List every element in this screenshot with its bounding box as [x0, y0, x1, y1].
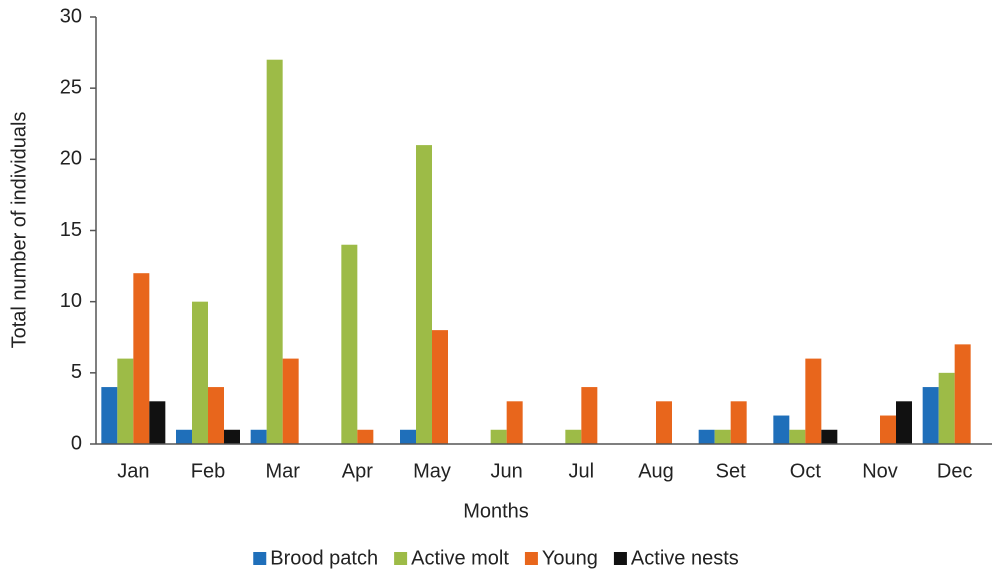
x-tick-label: Dec: [937, 460, 973, 482]
bar: [149, 401, 166, 444]
legend-label: Active nests: [631, 547, 739, 569]
y-tick-label: 0: [71, 432, 82, 454]
y-tick-label: 15: [60, 219, 82, 241]
x-axis-label: Months: [463, 500, 529, 522]
bar: [490, 429, 507, 444]
bar: [896, 401, 912, 444]
bar: [133, 273, 150, 444]
legend-label: Young: [542, 547, 598, 569]
legend-label: Brood patch: [270, 547, 378, 569]
y-tick-label: 30: [60, 5, 82, 27]
bar: [282, 358, 299, 444]
y-tick-label: 25: [60, 76, 82, 98]
bar: [581, 387, 598, 444]
x-tick-label: Aug: [638, 460, 674, 482]
bar: [117, 358, 134, 444]
bar: [506, 401, 523, 444]
bar: [821, 429, 838, 444]
y-tick-label: 5: [71, 361, 82, 383]
bar: [176, 429, 192, 444]
x-tick-label: Set: [716, 460, 746, 482]
x-tick-label: Nov: [862, 460, 898, 482]
x-tick-label: Jan: [117, 460, 149, 482]
bar: [416, 145, 432, 444]
bar: [714, 429, 731, 444]
bar: [656, 401, 672, 444]
bar: [954, 344, 971, 444]
bar: [357, 429, 374, 444]
legend-swatch: [524, 552, 538, 565]
bar: [938, 372, 955, 444]
y-tick-label: 20: [60, 148, 82, 170]
x-tick-label: Jul: [569, 460, 595, 482]
bar: [101, 387, 118, 444]
bar: [922, 387, 939, 444]
legend-label: Active molt: [411, 547, 509, 569]
bar: [208, 387, 224, 444]
bar: [432, 330, 448, 444]
bar: [250, 429, 267, 444]
legend-swatch: [613, 552, 627, 565]
bar: [266, 59, 283, 444]
x-tick-label: Jun: [491, 460, 523, 482]
bar: [789, 429, 806, 444]
x-tick-label: Apr: [342, 460, 373, 482]
bar: [698, 429, 715, 444]
bar: [224, 429, 240, 444]
bar: [805, 358, 822, 444]
bar: [730, 401, 747, 444]
y-axis-label: Total number of individuals: [8, 112, 30, 349]
bar: [192, 301, 208, 444]
x-tick-label: Oct: [790, 460, 822, 482]
bar: [880, 415, 896, 444]
legend-swatch: [253, 552, 267, 565]
y-tick-label: 10: [60, 290, 82, 312]
bar: [341, 244, 358, 444]
x-tick-label: Feb: [191, 460, 225, 482]
bar: [400, 429, 416, 444]
x-tick-label: May: [413, 460, 451, 482]
x-tick-label: Mar: [265, 460, 300, 482]
bar: [773, 415, 790, 444]
bar: [565, 429, 582, 444]
legend-swatch: [394, 552, 408, 565]
